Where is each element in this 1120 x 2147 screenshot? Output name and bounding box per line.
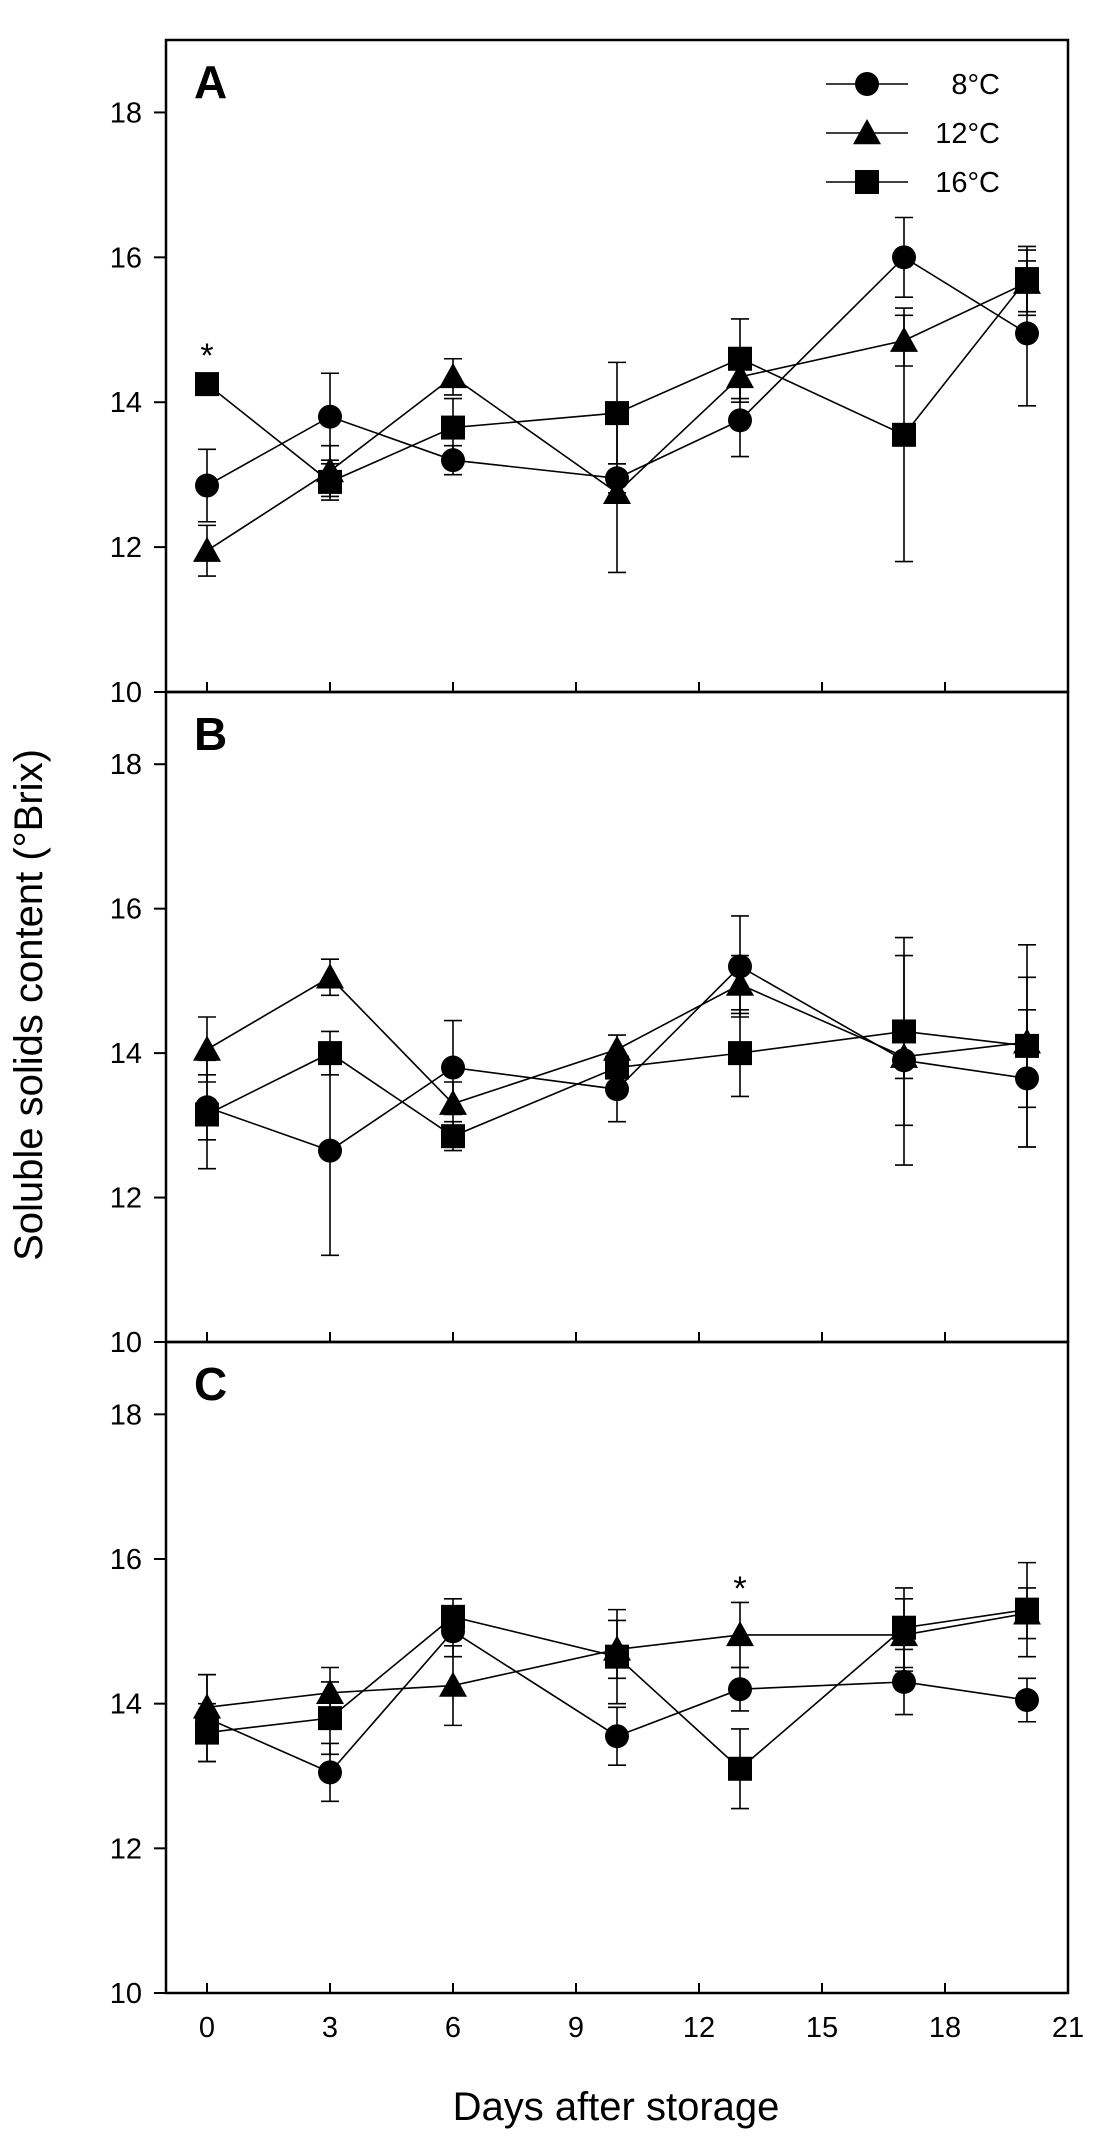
panel-c: 10 12 14 16 18 C * [110, 1340, 1070, 2010]
legend-entry: 8°C [826, 69, 1000, 101]
legend-entry: 16°C [826, 167, 1000, 199]
y-tick-label: 12 [110, 1183, 142, 1215]
data-point [441, 1124, 465, 1149]
data-point [439, 1089, 467, 1115]
data-point [318, 404, 342, 429]
series-16c [195, 1561, 1039, 1810]
y-tick-label: 16 [110, 894, 142, 926]
data-point [1015, 321, 1039, 346]
legend-label: 8°C [951, 69, 1000, 101]
y-tick-label: 14 [110, 387, 142, 419]
data-point [195, 372, 219, 397]
data-point [605, 1724, 629, 1749]
data-point [318, 1760, 342, 1785]
panel-frame [164, 1340, 1070, 1995]
data-point [728, 346, 752, 371]
data-point [1015, 1033, 1039, 1058]
legend-label: 12°C [935, 118, 1000, 150]
data-point [605, 1055, 629, 1080]
data-point [316, 963, 344, 989]
data-point [605, 401, 629, 426]
data-point [728, 1756, 752, 1781]
legend-marker [855, 170, 879, 194]
data-point [892, 245, 916, 270]
data-point [318, 1706, 342, 1731]
data-point [318, 469, 342, 494]
data-point [318, 1138, 342, 1163]
data-point [892, 1615, 916, 1640]
panel-a: 10 12 14 16 18 A * [110, 38, 1070, 709]
x-axis: 0 3 6 9 12 15 18 21 [199, 2012, 1084, 2044]
y-tick-label: 18 [110, 1399, 142, 1431]
y-tick-label: 18 [110, 749, 142, 781]
panels-layer: 10 12 14 16 18 A * 10 12 14 16 18 B 10 12 14 16 18 C * [110, 38, 1070, 2010]
x-tick-label: 12 [683, 2012, 715, 2044]
legend-label: 16°C [935, 167, 1000, 199]
data-point [726, 970, 754, 996]
significance-marker: * [733, 1570, 746, 1608]
panel-frame [164, 690, 1070, 1344]
y-axis-title: Soluble solids content (°Brix) [7, 749, 51, 1261]
data-point [193, 1035, 221, 1061]
y-tick-label: 10 [110, 677, 142, 709]
series-16c [195, 936, 1039, 1170]
data-point [726, 1620, 754, 1647]
data-point [1015, 1597, 1039, 1622]
data-point [728, 1041, 752, 1066]
panel-label: A [194, 56, 227, 108]
data-point [441, 415, 465, 440]
data-point [195, 1720, 219, 1745]
legend: 8°C 12°C 16°C [826, 69, 1000, 199]
x-tick-label: 9 [568, 2012, 584, 2044]
data-point [439, 362, 467, 389]
x-tick-label: 3 [322, 2012, 338, 2044]
data-point [439, 1671, 467, 1697]
x-tick-label: 18 [929, 2012, 961, 2044]
y-tick-label: 14 [110, 1038, 142, 1070]
data-point [892, 1669, 916, 1694]
x-tick-label: 21 [1052, 2012, 1084, 2044]
data-point [193, 536, 221, 562]
data-point [441, 1055, 465, 1080]
y-tick-label: 16 [110, 1544, 142, 1576]
data-point [892, 1019, 916, 1044]
panel-label: B [194, 708, 227, 760]
y-tick-label: 10 [110, 1327, 142, 1359]
significance-marker: * [200, 337, 213, 375]
legend-entry: 12°C [826, 118, 1000, 150]
data-point [195, 473, 219, 498]
data-point [728, 1677, 752, 1702]
data-point [441, 448, 465, 473]
x-tick-label: 15 [806, 2012, 838, 2044]
x-tick-label: 6 [445, 2012, 461, 2044]
y-tick-label: 12 [110, 532, 142, 564]
y-tick-label: 10 [110, 1978, 142, 2010]
x-tick-label: 0 [199, 2012, 215, 2044]
x-axis-title: Days after storage [453, 2085, 780, 2129]
series-16c [195, 245, 1039, 563]
data-point [1015, 267, 1039, 292]
panel-label: C [194, 1358, 227, 1410]
panel-b: 10 12 14 16 18 B [110, 690, 1070, 1359]
legend-marker [853, 119, 881, 145]
data-point [605, 1077, 629, 1102]
data-point [603, 478, 631, 504]
y-tick-label: 18 [110, 97, 142, 129]
data-point [1015, 1688, 1039, 1713]
series-8c [195, 915, 1039, 1257]
y-tick-label: 14 [110, 1689, 142, 1721]
data-point [603, 1035, 631, 1061]
data-point [195, 1102, 219, 1127]
legend-marker [855, 72, 879, 96]
y-tick-label: 16 [110, 242, 142, 274]
data-point [441, 1604, 465, 1629]
data-point [318, 1041, 342, 1066]
data-point [728, 408, 752, 433]
y-tick-label: 12 [110, 1833, 142, 1865]
data-point [605, 1644, 629, 1669]
data-point [892, 422, 916, 447]
